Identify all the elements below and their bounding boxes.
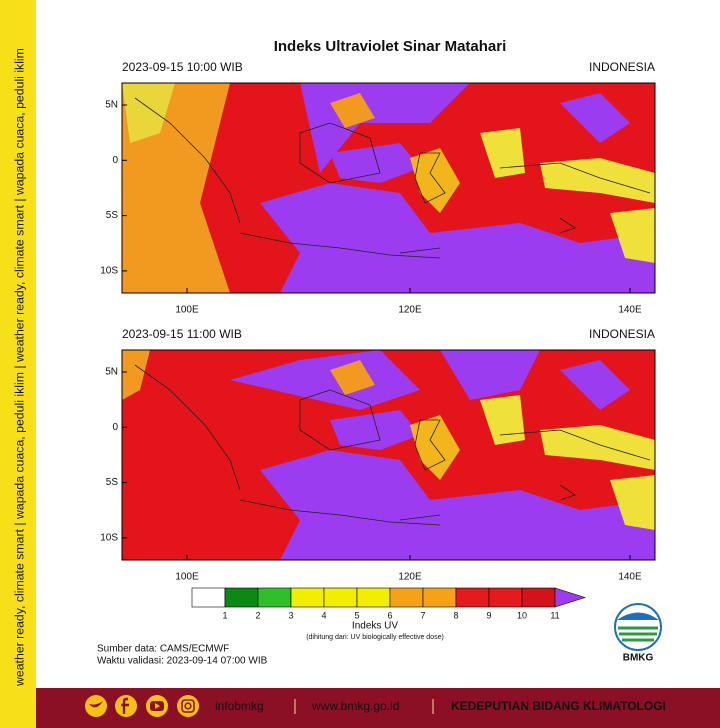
validity: Waktu validasi: 2023-09-14 07:00 WIB [97, 656, 268, 667]
panel-time: 2023-09-15 10:00 WIB [122, 60, 243, 74]
colorbar-box [488, 587, 523, 608]
colorbar-box [356, 587, 391, 608]
colorbar-label: 11 [550, 610, 559, 620]
footer-department: KEDEPUTIAN BIDANG KLIMATOLOGI [451, 699, 666, 713]
uv-area [330, 93, 375, 128]
uv-area [230, 350, 420, 410]
uv-area [480, 395, 525, 445]
panel-time: 2023-09-15 11:00 WIB [122, 327, 242, 341]
lon-label: 100E [175, 572, 199, 583]
uv-area [440, 350, 540, 400]
colorbar-title: Indeks UV [352, 621, 398, 632]
lon-label: 120E [398, 305, 422, 316]
map-frame [121, 349, 656, 561]
lon-label: 140E [618, 572, 642, 583]
footer-handle: infobmkg [215, 699, 264, 713]
uv-area [330, 360, 375, 395]
colorbar-label: 10 [517, 610, 527, 620]
colorbar-label: 9 [486, 610, 491, 620]
map-frame [121, 82, 656, 294]
colorbar-box [290, 587, 325, 608]
lon-label: 140E [618, 305, 642, 316]
panel-region: INDONESIA [589, 327, 655, 341]
side-text: weather ready, climate smart | wapada cu… [12, 48, 26, 687]
colorbar-label: 5 [354, 610, 359, 620]
colorbar-subtitle: (dihitung dari: UV biologically effectiv… [306, 634, 444, 641]
uv-area [330, 410, 420, 450]
colorbar-label: 8 [453, 610, 458, 620]
source: Sumber data: CAMS/ECMWF [97, 644, 229, 655]
colorbar-label: 2 [255, 610, 260, 620]
uv-area [410, 148, 460, 213]
uv-area [560, 93, 630, 143]
colorbar-label: 6 [387, 610, 392, 620]
lat-label: 0 [112, 155, 118, 166]
map-panel: 2023-09-15 10:00 WIB INDONESIA 5N 0 5S 10S 100… [100, 60, 656, 316]
lat-label: 5N [105, 367, 118, 378]
uv-area [260, 183, 655, 293]
panel-region: INDONESIA [589, 60, 655, 74]
bmkg-logo: BMKG [614, 603, 662, 664]
lon-label: 100E [175, 305, 199, 316]
lat-label: 10S [100, 533, 118, 544]
colorbar-label: 4 [321, 610, 326, 620]
title: Indeks Ultraviolet Sinar Matahari [274, 38, 507, 55]
map-panel: 2023-09-15 11:00 WIB INDONESIA 5N 0 5S 10S 100… [100, 327, 656, 583]
coastline [134, 97, 651, 259]
uv-area [610, 475, 655, 530]
lat-label: 5S [106, 210, 119, 221]
uv-area [540, 158, 655, 203]
uv-area [330, 143, 420, 183]
social-icons [85, 695, 199, 717]
uv-area [540, 425, 655, 470]
colorbar-box [422, 587, 457, 608]
uv-area [410, 415, 460, 480]
lat-label: 5N [105, 100, 118, 111]
colorbar-box [191, 587, 226, 608]
coastline [134, 364, 651, 526]
uv-field [122, 350, 655, 560]
logo-text: BMKG [623, 653, 654, 664]
lon-label: 120E [398, 572, 422, 583]
uv-area [610, 208, 655, 263]
colorbar-box [257, 587, 292, 608]
uv-area [260, 450, 655, 560]
uv-area [122, 350, 150, 400]
colorbar-box [224, 587, 259, 608]
colorbar-arrow [554, 587, 586, 608]
lat-label: 5S [106, 477, 119, 488]
footer-stripe [0, 688, 36, 728]
footer-url: www.bmkg.go.id [311, 699, 399, 713]
lat-label: 10S [100, 266, 118, 277]
maps: 2023-09-15 10:00 WIB INDONESIA 5N 0 5S 10S 100… [100, 60, 656, 583]
colorbar-label: 1 [222, 610, 227, 620]
colorbar: 1 2 3 4 5 6 7 8 9 10 11 [191, 587, 586, 620]
side-stripe [0, 0, 36, 688]
colorbar-label: 3 [288, 610, 293, 620]
colorbar-box [521, 587, 556, 608]
uv-area [560, 360, 630, 410]
uv-field [122, 83, 655, 293]
colorbar-box [455, 587, 490, 608]
colorbar-box [389, 587, 424, 608]
colorbar-box [323, 587, 358, 608]
lat-label: 0 [112, 422, 118, 433]
uv-area [480, 128, 525, 178]
colorbar-label: 7 [420, 610, 425, 620]
